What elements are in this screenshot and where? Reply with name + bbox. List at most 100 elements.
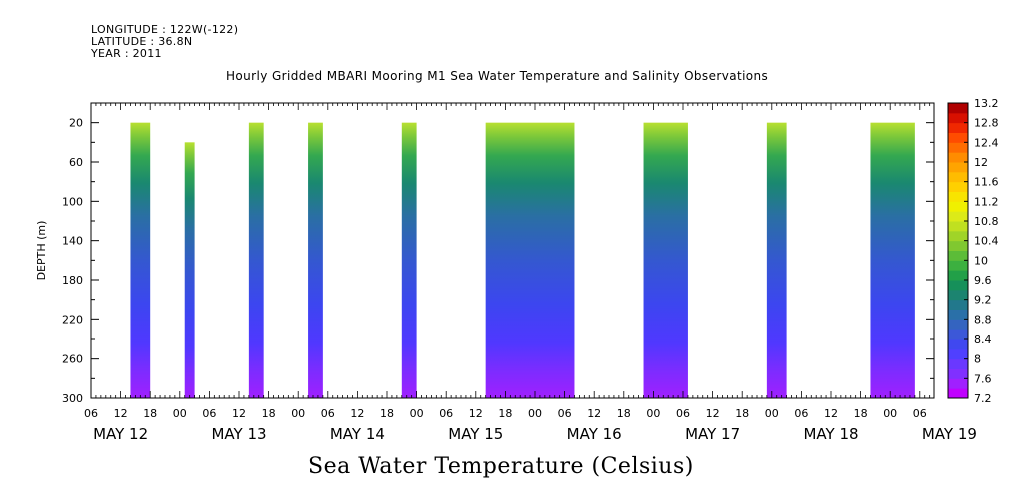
colorbar-label: 12 [974, 156, 988, 169]
x-day-label: MAY 19 [922, 425, 977, 443]
x-tick-label: 00 [410, 407, 424, 420]
x-day-label: MAY 15 [448, 425, 503, 443]
colorbar-label: 12.4 [974, 136, 999, 149]
colorbar-swatch [948, 162, 968, 173]
plot-frame [90, 102, 935, 399]
colorbar-swatch [948, 348, 968, 360]
y-axis-label: DEPTH (m) [35, 221, 48, 281]
data-column [870, 122, 915, 399]
colorbar-swatch [948, 211, 968, 222]
x-day-label: MAY 12 [93, 425, 148, 443]
colorbar-swatch [948, 103, 968, 114]
x-tick-label: 18 [143, 407, 157, 420]
y-tick-label: 220 [62, 313, 83, 326]
y-tick-label: 20 [69, 117, 83, 130]
colorbar-label: 9.2 [974, 294, 992, 307]
x-day-label: MAY 18 [803, 425, 858, 443]
x-tick-label: 06 [913, 407, 927, 420]
colorbar-label: 11.2 [974, 195, 999, 208]
data-column [766, 122, 787, 399]
colorbar-swatch [948, 181, 968, 192]
colorbar-swatch [948, 191, 968, 202]
x-tick-label: 18 [854, 407, 868, 420]
colorbar-swatch [948, 260, 968, 271]
colorbar-swatch [948, 132, 968, 143]
colorbar-label: 10 [974, 254, 988, 267]
colorbar-swatch [948, 221, 968, 232]
colorbar-swatch [948, 368, 968, 379]
data-column [184, 142, 195, 398]
colorbar-swatch [948, 289, 968, 301]
colorbar-swatch [948, 388, 968, 399]
y-tick-label: 260 [62, 353, 83, 366]
latitude-label: LATITUDE : 36.8N [91, 35, 193, 48]
x-tick-label: 06 [84, 407, 98, 420]
x-tick-label: 00 [173, 407, 187, 420]
y-tick-label: 60 [69, 156, 83, 169]
colorbar-label: 8 [974, 353, 981, 366]
data-column [248, 122, 264, 399]
x-tick-label: 18 [735, 407, 749, 420]
colorbar-label: 9.6 [974, 274, 992, 287]
colorbar-swatch [948, 201, 968, 212]
x-tick-label: 12 [824, 407, 838, 420]
x-tick-label: 12 [587, 407, 601, 420]
colorbar-swatch [948, 280, 968, 291]
chart-caption: Sea Water Temperature (Celsius) [308, 454, 694, 479]
colorbar-swatch [948, 270, 968, 281]
colorbar-swatch [948, 358, 968, 369]
x-day-label: MAY 16 [567, 425, 622, 443]
x-tick-label: 06 [321, 407, 335, 420]
x-tick-label: 06 [439, 407, 453, 420]
colorbar-label: 11.6 [974, 176, 999, 189]
colorbar-label: 10.8 [974, 215, 999, 228]
y-tick-label: 140 [62, 235, 83, 248]
colorbar-label: 7.2 [974, 392, 992, 405]
colorbar-label: 8.4 [974, 333, 992, 346]
year-label: YEAR : 2011 [91, 47, 162, 60]
data-column [401, 122, 417, 399]
colorbar-swatch [948, 112, 968, 124]
colorbar-frame [947, 102, 969, 399]
data-column [485, 122, 575, 399]
colorbar-label: 12.8 [974, 117, 999, 130]
data-column [130, 122, 151, 399]
plot-data-layer [130, 122, 915, 399]
colorbar-label: 8.8 [974, 313, 992, 326]
x-tick-label: 06 [794, 407, 808, 420]
x-tick-label: 06 [558, 407, 572, 420]
x-day-label: MAY 17 [685, 425, 740, 443]
colorbar-swatch [948, 299, 968, 310]
colorbar-swatch [948, 339, 968, 350]
colorbar-swatch [948, 378, 968, 389]
colorbar-swatch [948, 309, 968, 320]
colorbar-swatch [948, 240, 968, 251]
x-tick-label: 18 [498, 407, 512, 420]
x-tick-label: 00 [528, 407, 542, 420]
x-tick-label: 12 [114, 407, 128, 420]
x-tick-label: 00 [883, 407, 897, 420]
colorbar-swatch [948, 329, 968, 340]
colorbar-label: 7.6 [974, 372, 992, 385]
x-day-label: MAY 14 [330, 425, 385, 443]
colorbar-swatch [948, 142, 968, 153]
x-tick-label: 06 [202, 407, 216, 420]
x-tick-label: 12 [706, 407, 720, 420]
colorbar-label: 10.4 [974, 235, 999, 248]
x-day-label: MAY 13 [211, 425, 266, 443]
colorbar-swatch [948, 122, 968, 133]
x-tick-label: 18 [262, 407, 276, 420]
colorbar-swatch [948, 152, 968, 163]
x-tick-label: 00 [646, 407, 660, 420]
longitude-label: LONGITUDE : 122W(-122) [91, 23, 239, 36]
x-tick-label: 18 [617, 407, 631, 420]
x-tick-label: 12 [469, 407, 483, 420]
y-tick-label: 300 [62, 392, 83, 405]
y-tick-label: 180 [62, 274, 83, 287]
colorbar-swatch [948, 230, 968, 242]
x-tick-label: 00 [291, 407, 305, 420]
x-tick-label: 06 [676, 407, 690, 420]
colorbar-swatch [948, 319, 968, 330]
y-tick-label: 100 [62, 195, 83, 208]
